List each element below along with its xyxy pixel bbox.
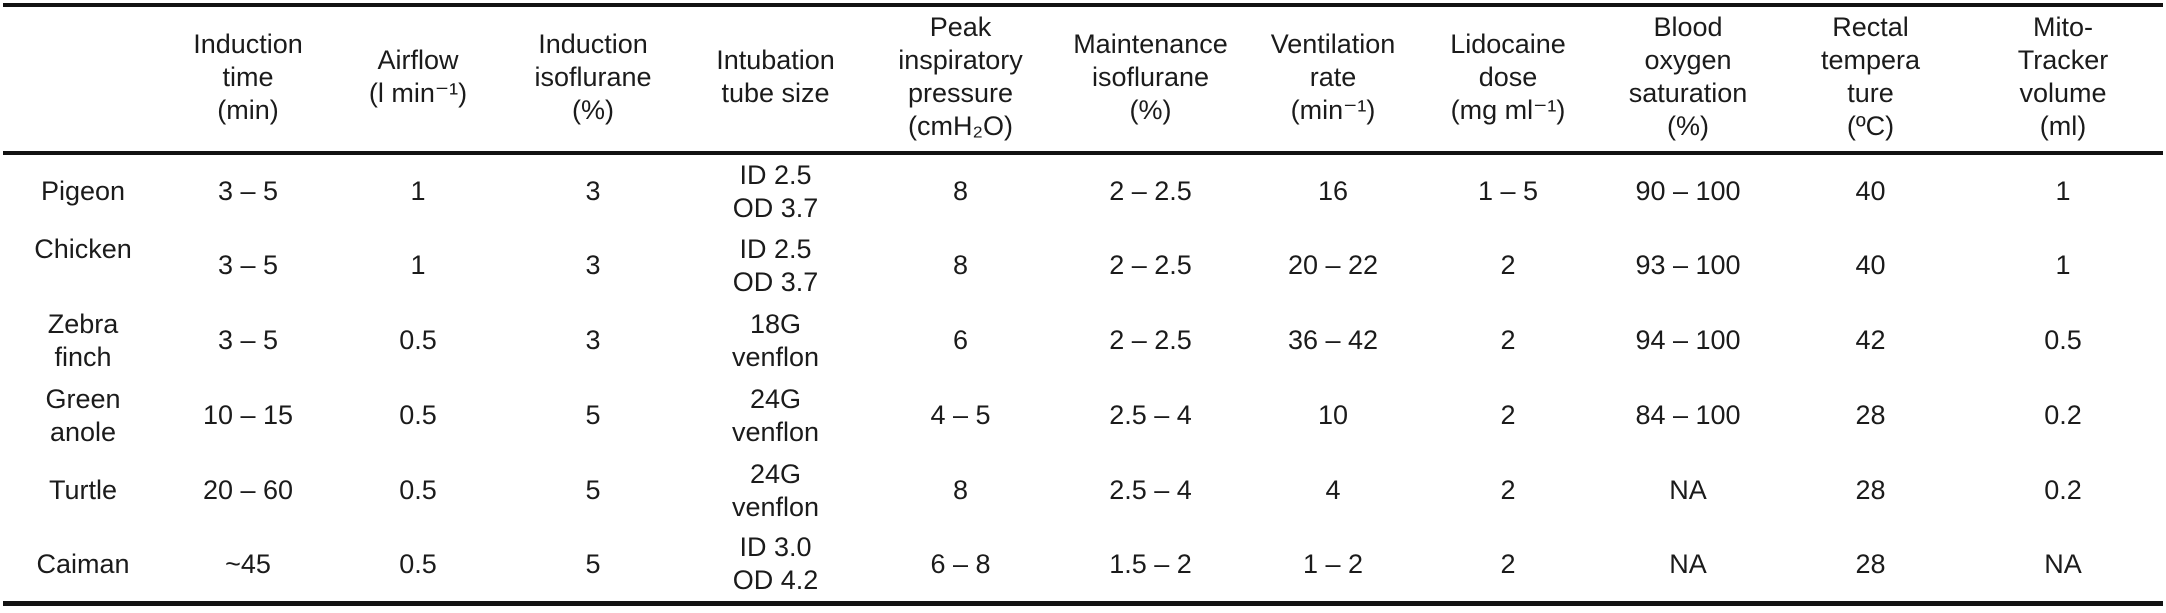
column-header-species: [3, 5, 163, 155]
species-cell: Chicken: [34, 234, 132, 264]
table-cell: 24G venflon: [731, 458, 820, 522]
table-cell: 18G venflon: [731, 308, 820, 372]
table-cell: 0.5: [399, 400, 437, 430]
table-cell: 5: [585, 475, 601, 505]
table-cell: 5: [585, 400, 601, 430]
table-cell: 6 – 8: [930, 548, 991, 579]
table-cell: 94 – 100: [1635, 325, 1741, 355]
column-header-blood-oxygen-saturation: Blood oxygen saturation (%): [1598, 5, 1778, 155]
table-cell: 84 – 100: [1635, 400, 1741, 430]
table-cell: 0.5: [2044, 325, 2082, 355]
table-cell: 8: [952, 176, 969, 206]
table-cell: 2.5 – 4: [1109, 475, 1192, 505]
table-row-pigeon: Pigeon 3 – 5 1 3 ID 2.5 OD 3.7 8 2 – 2.5 16 1 – …: [3, 153, 2163, 228]
table-cell: 2: [1500, 400, 1516, 430]
table-cell: 8: [952, 475, 969, 505]
table-cell: 1: [2055, 250, 2071, 280]
table-cell: 36 – 42: [1287, 325, 1379, 355]
column-header-induction-time: Induction time (min): [163, 5, 333, 155]
table-cell: 28: [1855, 475, 1886, 505]
column-header-induction-isoflurane: Induction isoflurane (%): [503, 5, 683, 155]
table-cell: 90 – 100: [1635, 176, 1741, 206]
table-cell: 3 – 5: [217, 250, 279, 280]
table-cell: 40: [1855, 176, 1886, 206]
table-cell: 40: [1855, 250, 1886, 280]
table-cell: NA: [1669, 475, 1707, 505]
table-cell: 4: [1325, 475, 1341, 505]
table-cell: ID 3.0 OD 4.2: [732, 532, 819, 596]
table-cell: 2: [1500, 548, 1516, 579]
table-cell: 1 – 5: [1477, 176, 1539, 206]
table-cell: 28: [1855, 548, 1886, 579]
table-cell: 3: [585, 176, 601, 206]
table-cell: 3: [585, 250, 601, 280]
table-cell: 10: [1317, 400, 1349, 430]
table-cell: ID 2.5 OD 3.7: [732, 159, 819, 223]
table-cell: NA: [2044, 548, 2082, 579]
column-header-lidocaine-dose: Lidocaine dose (mg ml⁻¹): [1418, 5, 1598, 155]
table-cell: 1.5 – 2: [1109, 548, 1192, 579]
table-cell: 0.5: [399, 475, 437, 505]
header-row: Induction time (min) Airflow (l min⁻¹) Ind…: [3, 5, 2163, 155]
column-header-rectal-temperature: Rectal tempera ture (ºC): [1778, 5, 1963, 155]
column-header-maintenance-isoflurane: Maintenance isoflurane (%): [1053, 5, 1248, 155]
table-header: Induction time (min) Airflow (l min⁻¹) Ind…: [3, 5, 2163, 155]
table-cell: 24G venflon: [731, 383, 820, 447]
table-cell: 2 – 2.5: [1109, 325, 1192, 355]
species-cell: Caiman: [36, 548, 130, 579]
table-cell: 8: [952, 250, 969, 280]
table-cell: 2: [1500, 325, 1516, 355]
species-cell: Green anole: [45, 383, 121, 447]
table-cell: 4 – 5: [930, 400, 991, 430]
column-header-ventilation-rate: Ventilation rate (min⁻¹): [1248, 5, 1418, 155]
table-cell: 2 – 2.5: [1109, 250, 1192, 280]
table-cell: 0.2: [2044, 475, 2082, 505]
table-cell: 5: [585, 548, 601, 579]
table-cell: 1: [410, 176, 426, 206]
table-cell: 1 – 2: [1302, 548, 1364, 579]
table-cell: 20 – 22: [1287, 250, 1379, 280]
table-cell: 0.5: [399, 325, 437, 355]
species-cell: Pigeon: [40, 176, 126, 206]
table-cell: 2.5 – 4: [1109, 400, 1192, 430]
table-cell: 6: [952, 325, 969, 355]
table-cell: 28: [1855, 400, 1886, 430]
table-cell: ID 2.5 OD 3.7: [732, 233, 819, 297]
table-cell: 0.5: [399, 548, 437, 579]
table-row-caiman: Caiman ~45 0.5 5 ID 3.0 OD 4.2 6 – 8 1.5 – 2 1 …: [3, 528, 2163, 603]
species-cell: Zebra finch: [47, 308, 119, 372]
table-cell: NA: [1669, 548, 1707, 579]
table-cell: ~45: [225, 548, 271, 579]
table-cell: 42: [1855, 325, 1886, 355]
table-cell: 93 – 100: [1635, 250, 1741, 280]
table-cell: 2: [1500, 475, 1516, 505]
table-cell: 2 – 2.5: [1109, 176, 1192, 206]
table-row-zebra-finch: Zebra finch 3 – 5 0.5 3 18G venflon 6 2 – 2.5 3…: [3, 303, 2163, 378]
table-cell: 0.2: [2044, 400, 2082, 430]
column-header-mitotracker-volume: Mito- Tracker volume (ml): [1963, 5, 2163, 155]
table-cell: 20 – 60: [202, 475, 294, 505]
species-cell: Turtle: [48, 475, 117, 505]
table-cell: 3 – 5: [217, 176, 279, 206]
anesthesia-parameters-table: Induction time (min) Airflow (l min⁻¹) Ind…: [3, 3, 2163, 606]
table-cell: 1: [410, 250, 426, 280]
table-row-turtle: Turtle 20 – 60 0.5 5 24G venflon 8 2.5 – 4 4 2 NA…: [3, 453, 2163, 528]
column-header-airflow: Airflow (l min⁻¹): [333, 5, 503, 155]
table-row-chicken: Chicken 3 – 5 1 3 ID 2.5 OD 3.7 8 2 – 2.5 20 – …: [3, 228, 2163, 303]
table-body: Pigeon 3 – 5 1 3 ID 2.5 OD 3.7 8 2 – 2.5 16 1 – …: [3, 153, 2163, 603]
column-header-peak-inspiratory-pressure: Peak inspiratory pressure (cmH₂O): [868, 5, 1053, 155]
table-cell: 3: [585, 325, 601, 355]
column-header-intubation-tube-size: Intubation tube size: [683, 5, 868, 155]
table-cell: 3 – 5: [217, 325, 279, 355]
table-cell: 16: [1317, 176, 1349, 206]
table-cell: 10 – 15: [202, 400, 294, 430]
table-row-green-anole: Green anole 10 – 15 0.5 5 24G venflon 4 – 5 2.…: [3, 378, 2163, 453]
table-cell: 2: [1500, 250, 1516, 280]
table-cell: 1: [2055, 176, 2071, 206]
